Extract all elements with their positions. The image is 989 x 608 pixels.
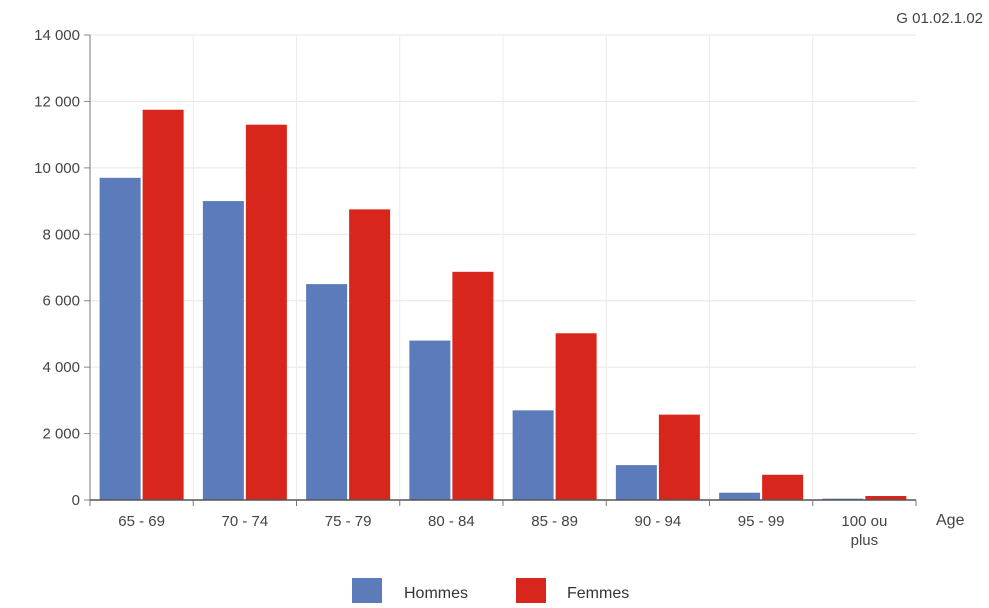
x-tick-label: 85 - 89: [531, 513, 578, 530]
bars: [99, 109, 907, 501]
bar-femmes: [452, 271, 494, 500]
y-axis-ticks: 0 2 000 4 000 6 000 8 000 10 000 12 000 14 000: [34, 27, 90, 509]
x-tick-label: 80 - 84: [428, 513, 475, 530]
grid-lines: [90, 34, 916, 500]
x-tick-label: 95 - 99: [738, 513, 785, 530]
y-tick-label: 4 000: [42, 359, 80, 376]
x-tick-label: 70 - 74: [222, 513, 269, 530]
bar-femmes: [142, 109, 184, 500]
y-tick-label: 8 000: [42, 226, 80, 243]
legend-label-hommes: Hommes: [404, 585, 468, 602]
x-tick-label: 100 ou: [841, 513, 887, 530]
y-tick-label: 2 000: [42, 426, 80, 443]
bar-femmes: [762, 474, 804, 500]
bar-femmes: [555, 333, 597, 500]
x-tick-label: 90 - 94: [635, 513, 682, 530]
y-tick-label: 12 000: [34, 93, 80, 110]
legend-swatch-femmes: [516, 578, 546, 604]
x-tick-label: 75 - 79: [325, 513, 372, 530]
legend: Hommes Femmes: [352, 578, 629, 604]
legend-swatch-hommes: [352, 578, 382, 604]
chart-code-label: G 01.02.1.02: [896, 10, 983, 27]
x-axis-label: Age: [936, 512, 965, 529]
bar-hommes: [512, 410, 554, 500]
y-tick-label: 6 000: [42, 293, 80, 310]
bar-hommes: [615, 465, 657, 500]
bar-hommes: [306, 284, 348, 500]
y-tick-label: 0: [72, 492, 80, 509]
bar-femmes: [865, 496, 907, 500]
x-axis-ticks: 65 - 69 70 - 74 75 - 79 80 - 84 85 - 89 90 - …: [89, 500, 917, 549]
x-tick-label: 65 - 69: [118, 513, 165, 530]
legend-label-femmes: Femmes: [567, 585, 629, 602]
bar-hommes: [719, 492, 761, 500]
x-tick-label: plus: [851, 532, 879, 549]
y-tick-label: 14 000: [34, 27, 80, 44]
bar-femmes: [349, 209, 391, 500]
bar-hommes: [409, 340, 451, 500]
bar-femmes: [245, 124, 287, 500]
bar-hommes: [202, 201, 244, 501]
bar-femmes: [658, 414, 700, 500]
bar-hommes: [99, 177, 141, 501]
y-tick-label: 10 000: [34, 160, 80, 177]
